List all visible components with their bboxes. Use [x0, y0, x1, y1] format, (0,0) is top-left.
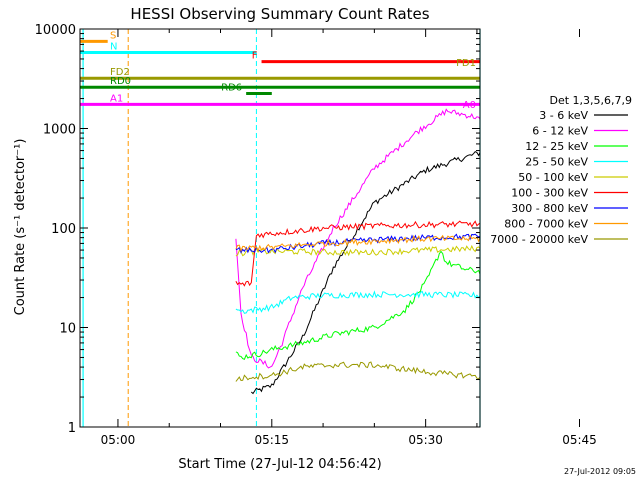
- series-line-3: [235, 290, 481, 340]
- x-tick-label-0: 05:00: [101, 433, 136, 447]
- series-line-7: [235, 230, 481, 253]
- flag-label-s: S: [110, 30, 116, 41]
- series-line-8: [235, 322, 481, 382]
- chart-title: HESSI Observing Summary Count Rates: [130, 5, 429, 23]
- flag-label-a1: A1: [110, 93, 123, 104]
- flag-label-rd0: RD0: [110, 76, 131, 87]
- flag-label-fd2: FD2: [110, 67, 130, 78]
- y-tick-label-1: 10: [59, 322, 76, 337]
- legend-label-4: 50 - 100 keV: [518, 171, 588, 184]
- legend-label-7: 800 - 7000 keV: [504, 218, 588, 231]
- y-tick-label-4: 10000: [35, 23, 76, 38]
- legend-label-1: 6 - 12 keV: [532, 125, 588, 138]
- x-tick-label-1: 05:15: [254, 433, 289, 447]
- footer-date: 27-Jul-2012 09:05: [564, 467, 636, 476]
- y-axis-label: Count Rate (s⁻¹ detector⁻¹): [13, 139, 28, 316]
- legend-title: Det 1,3,5,6,7,9: [549, 94, 632, 107]
- flag-label-fd1: FD1: [456, 58, 476, 69]
- y-tick-label-0: 1: [68, 421, 76, 436]
- x-tick-label-3: 05:45: [562, 433, 597, 447]
- legend-label-8: 7000 - 20000 keV: [490, 233, 588, 246]
- y-tick-label-2: 100: [51, 222, 76, 237]
- y-tick-label-3: 1000: [43, 123, 76, 138]
- legend-label-6: 300 - 800 keV: [511, 202, 588, 215]
- flag-label-n: N: [110, 42, 117, 53]
- series-line-5: [235, 220, 481, 287]
- flag-label-f: F: [252, 51, 258, 62]
- legend-label-5: 100 - 300 keV: [511, 187, 588, 200]
- flag-label-a0: A0: [463, 100, 476, 111]
- x-tick-label-2: 05:30: [408, 433, 443, 447]
- flag-label-rd6: RD6: [221, 82, 242, 93]
- legend: 3 - 6 keV 6 - 12 keV 12 - 25 keV 25 - 50 ke…: [490, 109, 628, 246]
- series-line-0: [250, 93, 481, 425]
- axes: 05:0005:1505:3005:4506:0006:1506:3011010…: [35, 23, 597, 447]
- legend-label-0: 3 - 6 keV: [539, 109, 588, 122]
- series-lines: [235, 93, 481, 425]
- x-axis-label: Start Time (27-Jul-12 04:56:42): [178, 457, 381, 472]
- legend-label-3: 25 - 50 keV: [525, 156, 588, 169]
- legend-label-2: 12 - 25 keV: [525, 140, 588, 153]
